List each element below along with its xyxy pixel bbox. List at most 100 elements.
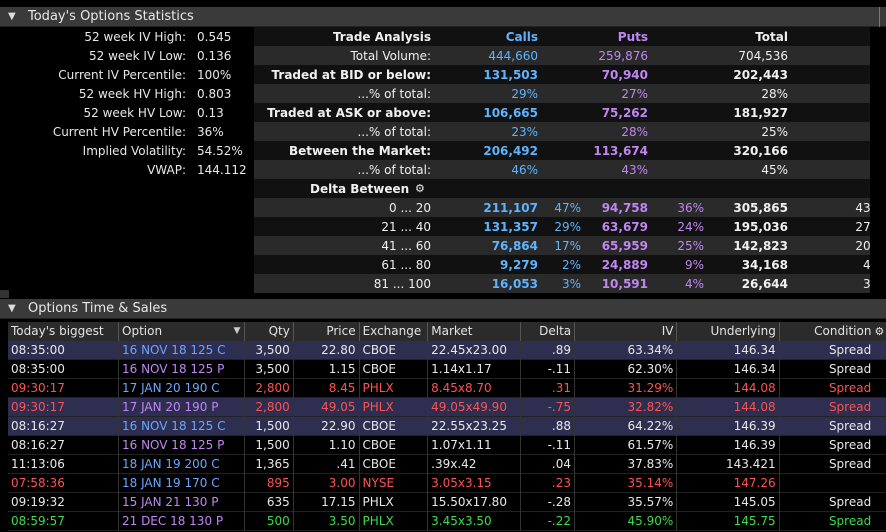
cell-iv: 37.83% bbox=[575, 455, 678, 474]
cell-iv: 61.57% bbox=[575, 436, 678, 455]
stat-row: 52 week HV Low: 0.13 bbox=[0, 103, 252, 122]
stat-label: Current HV Percentile: bbox=[52, 124, 186, 139]
col-header-exchange[interactable]: Exchange bbox=[360, 322, 429, 341]
cell-price: 17.15 bbox=[294, 493, 360, 512]
delta-range: 41 ... 60 bbox=[381, 239, 431, 253]
cell-time: 08:16:27 bbox=[8, 436, 119, 455]
trade-row-puts: 27% bbox=[621, 87, 648, 101]
cell-market: 22.55x23.25 bbox=[428, 417, 521, 436]
stat-row: Implied Volatility: 54.52% bbox=[0, 141, 252, 160]
trade-row: ...% of total: 23% 28% 25% bbox=[254, 122, 870, 141]
cell-qty: 635 bbox=[245, 493, 294, 512]
time-sales-column-headers: Today's biggest Option ▼ Qty Price Exchan… bbox=[8, 322, 886, 341]
cell-delta: -.22 bbox=[521, 512, 575, 531]
table-row[interactable]: 08:16:27 16 NOV 18 125 C 1,500 22.90 CBOE 22.… bbox=[8, 417, 886, 436]
trade-row-puts: 259,876 bbox=[598, 49, 648, 63]
trade-row: Traded at BID or below: 131,503 70,940 202,… bbox=[254, 65, 870, 84]
stat-label: 52 week IV Low: bbox=[88, 48, 186, 63]
cell-delta: -.75 bbox=[521, 398, 575, 417]
cell-qty: 895 bbox=[245, 474, 294, 493]
stat-label: 52 week HV Low: bbox=[83, 105, 187, 120]
table-row[interactable]: 09:30:17 17 JAN 20 190 P 2,800 49.05 PHLX 49.… bbox=[8, 398, 886, 417]
cell-underlying: 143.421 bbox=[677, 455, 780, 474]
stat-label: 52 week IV High: bbox=[84, 29, 186, 44]
trade-row-total: 202,443 bbox=[733, 68, 788, 82]
cell-qty: 1,500 bbox=[245, 436, 294, 455]
col-header-market[interactable]: Market bbox=[428, 322, 521, 341]
col-header-condition[interactable]: Condition bbox=[814, 324, 872, 338]
stat-value: 144.112 bbox=[197, 162, 247, 177]
row-spacer bbox=[874, 512, 886, 531]
delta-puts-pct: 25% bbox=[677, 239, 704, 253]
cell-underlying: 144.08 bbox=[677, 379, 780, 398]
gear-icon[interactable]: ⚙ bbox=[415, 182, 425, 195]
trade-row-total: 320,166 bbox=[733, 144, 788, 158]
chevron-down-icon[interactable]: ▼ bbox=[8, 303, 16, 314]
trade-row-calls: 444,660 bbox=[488, 49, 538, 63]
delta-puts: 10,591 bbox=[601, 277, 648, 291]
sort-down-icon[interactable]: ▼ bbox=[233, 326, 241, 336]
cell-qty: 1,500 bbox=[245, 417, 294, 436]
trade-row-calls: 29% bbox=[511, 87, 538, 101]
cell-option: 16 NOV 18 125 C bbox=[119, 341, 246, 360]
col-header-iv[interactable]: IV bbox=[575, 322, 678, 341]
time-sales-header[interactable]: ▼ Options Time & Sales bbox=[0, 299, 886, 319]
row-spacer bbox=[874, 436, 886, 455]
col-header-qty[interactable]: Qty bbox=[245, 322, 294, 341]
table-row[interactable]: 11:13:06 18 JAN 19 200 C 1,365.41 CBOE .39x.… bbox=[8, 455, 886, 474]
cell-condition: Spread bbox=[828, 400, 872, 414]
row-spacer bbox=[874, 379, 886, 398]
gear-icon[interactable]: ⚙ bbox=[874, 325, 885, 338]
table-row[interactable]: 08:35:00 16 NOV 18 125 P 3,500 1.15 CBOE 1.14… bbox=[8, 360, 886, 379]
trade-analysis-title: Trade Analysis bbox=[332, 30, 431, 44]
cell-exchange: CBOE bbox=[360, 341, 429, 360]
cell-condition: Spread bbox=[828, 457, 872, 471]
trade-row-label: ...% of total: bbox=[357, 163, 431, 177]
scroll-handle[interactable] bbox=[0, 290, 9, 298]
cell-price: 22.90 bbox=[294, 417, 360, 436]
total-header: Total bbox=[755, 30, 788, 44]
table-row[interactable]: 08:59:57 21 DEC 18 130 P 500 3.50 PHLX 3.45x3… bbox=[8, 512, 886, 531]
cell-qty: 3,500 bbox=[245, 341, 294, 360]
panel-right-edge bbox=[870, 27, 886, 297]
table-row[interactable]: 08:35:00 16 NOV 18 125 C 3,500 22.80 CBOE 22.… bbox=[8, 341, 886, 360]
cell-delta: .89 bbox=[521, 341, 575, 360]
stat-value: 0.803 bbox=[197, 86, 232, 101]
cell-time: 08:35:00 bbox=[8, 341, 119, 360]
col-header-time[interactable]: Today's biggest bbox=[8, 322, 120, 341]
trade-row-label: Traded at ASK or above: bbox=[267, 106, 431, 120]
stats-panel-header[interactable]: ▼ Today's Options Statistics bbox=[0, 7, 886, 27]
chevron-down-icon[interactable]: ▼ bbox=[8, 11, 16, 22]
delta-calls-pct: 2% bbox=[561, 258, 581, 272]
col-header-price[interactable]: Price bbox=[294, 322, 360, 341]
puts-header: Puts bbox=[617, 30, 648, 44]
cell-iv: 45.90% bbox=[575, 512, 678, 531]
col-header-delta[interactable]: Delta bbox=[521, 322, 576, 341]
table-row[interactable]: 07:58:36 18 JAN 19 170 C 895 3.00 NYSE 3.05x3… bbox=[8, 474, 886, 493]
stat-row: 52 week HV High: 0.803 bbox=[0, 84, 252, 103]
cell-price: .41 bbox=[294, 455, 360, 474]
delta-total: 26,644 bbox=[741, 277, 788, 291]
cell-exchange: PHLX bbox=[360, 512, 429, 531]
trade-row-total: 25% bbox=[761, 125, 788, 139]
cell-market: 3.45x3.50 bbox=[428, 512, 521, 531]
delta-calls-pct: 47% bbox=[554, 201, 581, 215]
col-header-option[interactable]: Option ▼ bbox=[119, 322, 246, 341]
delta-puts: 65,959 bbox=[601, 239, 648, 253]
cell-qty: 2,800 bbox=[245, 398, 294, 417]
table-row[interactable]: 08:16:27 16 NOV 18 125 P 1,500 1.10 CBOE 1.07… bbox=[8, 436, 886, 455]
delta-total: 142,823 bbox=[733, 239, 788, 253]
delta-puts: 94,758 bbox=[601, 201, 648, 215]
cell-iv: 32.82% bbox=[575, 398, 678, 417]
trade-row-calls: 46% bbox=[511, 163, 538, 177]
delta-puts-pct: 9% bbox=[684, 258, 704, 272]
col-header-underlying[interactable]: Underlying bbox=[677, 322, 780, 341]
table-row[interactable]: 09:30:17 17 JAN 20 190 C 2,800 8.45 PHLX 8.45… bbox=[8, 379, 886, 398]
cell-condition: Spread bbox=[828, 514, 872, 528]
table-row[interactable]: 09:19:32 15 JAN 21 130 P 635 17.15 PHLX 15.50… bbox=[8, 493, 886, 512]
cell-delta: -.11 bbox=[521, 436, 575, 455]
time-sales-rows: 08:35:00 16 NOV 18 125 C 3,500 22.80 CBOE 22.… bbox=[8, 341, 886, 531]
trade-row: ...% of total: 46% 43% 45% bbox=[254, 160, 870, 179]
cell-market: 22.45x23.00 bbox=[428, 341, 521, 360]
